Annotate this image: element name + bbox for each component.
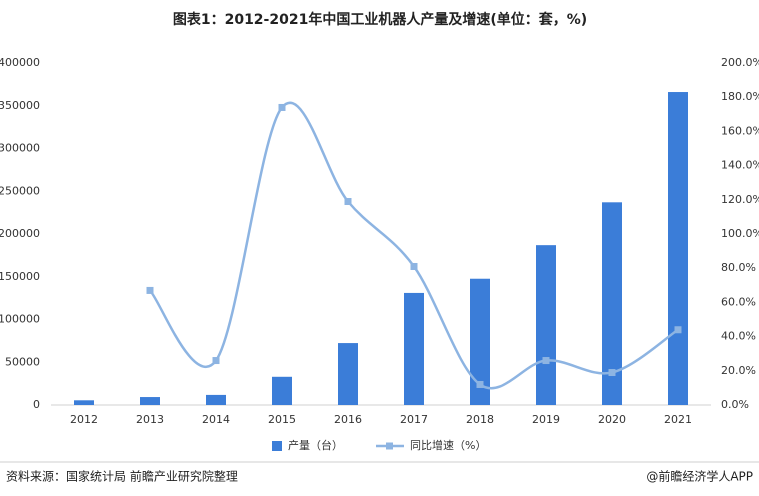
y-tick-label: 50000 — [5, 355, 40, 368]
legend-swatch — [272, 441, 282, 451]
x-tick-label: 2012 — [70, 413, 98, 426]
x-tick-label: 2015 — [268, 413, 296, 426]
line-marker — [278, 103, 286, 111]
chart-title: 图表1：2012-2021年中国工业机器人产量及增速(单位：套，%) — [173, 11, 587, 28]
x-tick-label: 2020 — [598, 413, 626, 426]
bar — [404, 292, 424, 405]
y2-tick-label: 200.0% — [721, 56, 759, 69]
y2-tick-label: 80.0% — [721, 261, 756, 274]
y2-tick-label: 40.0% — [721, 330, 756, 343]
line-marker — [476, 380, 484, 388]
line-marker — [410, 262, 418, 270]
bar — [74, 400, 94, 405]
x-tick-label: 2019 — [532, 413, 560, 426]
legend-swatch — [386, 442, 393, 450]
x-tick-label: 2021 — [664, 413, 692, 426]
y-tick-label: 400000 — [0, 56, 40, 69]
y-tick-label: 250000 — [0, 184, 40, 197]
x-tick-label: 2014 — [202, 413, 230, 426]
legend-label: 同比增速（%） — [410, 438, 486, 452]
line-marker — [674, 326, 682, 334]
bar — [140, 397, 160, 405]
line — [149, 101, 679, 390]
y2-tick-label: 0.0% — [721, 398, 749, 411]
y2-tick-label: 140.0% — [721, 159, 759, 172]
y2-tick-label: 60.0% — [721, 295, 756, 308]
bar — [536, 245, 556, 405]
y2-tick-label: 100.0% — [721, 227, 759, 240]
bar — [668, 92, 688, 405]
bar — [338, 343, 358, 405]
legend-label: 产量（台） — [288, 438, 343, 452]
bar — [272, 376, 292, 405]
y-tick-label: 350000 — [0, 99, 40, 112]
y2-tick-label: 160.0% — [721, 124, 759, 137]
bar — [470, 278, 490, 405]
y-tick-label: 0 — [33, 398, 40, 411]
x-tick-label: 2013 — [136, 413, 164, 426]
line-marker — [146, 286, 154, 294]
y2-tick-label: 180.0% — [721, 90, 759, 103]
y-tick-label: 300000 — [0, 142, 40, 155]
x-tick-label: 2018 — [466, 413, 494, 426]
line-marker — [212, 357, 220, 365]
line-marker — [542, 357, 550, 365]
y-tick-label: 100000 — [0, 313, 40, 326]
y-tick-label: 150000 — [0, 270, 40, 283]
y-tick-label: 200000 — [0, 227, 40, 240]
x-tick-label: 2017 — [400, 413, 428, 426]
line-marker — [344, 198, 352, 206]
bar — [206, 394, 226, 405]
y2-tick-label: 20.0% — [721, 364, 756, 377]
bar — [602, 202, 622, 405]
y2-tick-label: 120.0% — [721, 193, 759, 206]
source: 资料来源：国家统计局 前瞻产业研究院整理 — [6, 469, 238, 484]
credit: @前瞻经济学人APP — [646, 469, 753, 484]
line-marker — [608, 369, 616, 377]
x-tick-label: 2016 — [334, 413, 362, 426]
